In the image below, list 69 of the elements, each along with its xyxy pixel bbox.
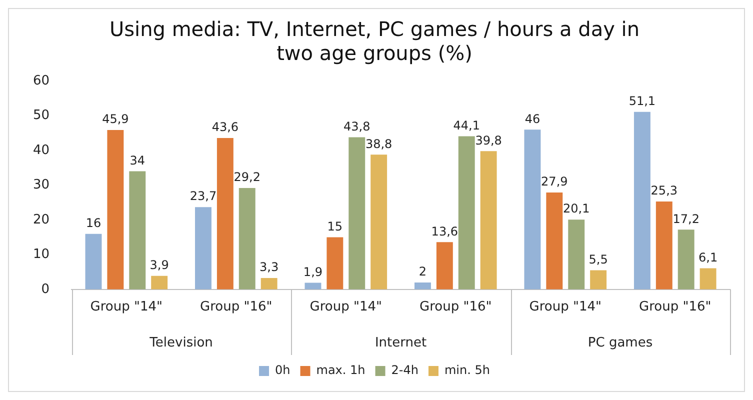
- data-label: 44,1: [453, 118, 480, 132]
- y-tick-label: 10: [32, 247, 50, 262]
- y-tick-label: 30: [32, 178, 50, 193]
- y-tick-label: 20: [32, 212, 50, 228]
- bar: [348, 137, 366, 290]
- data-label: 27,9: [541, 174, 568, 189]
- text: PC games: [588, 335, 653, 350]
- bar: [326, 237, 344, 290]
- bar: [216, 138, 234, 290]
- data-label: 34: [130, 153, 146, 168]
- bar: [151, 276, 168, 290]
- data-label: 3,9: [150, 258, 169, 272]
- bar: [678, 230, 694, 290]
- bar: [85, 234, 102, 290]
- data-label: 2: [418, 264, 427, 279]
- y-tick-label: 40: [32, 142, 50, 158]
- data-label: 46: [524, 112, 540, 126]
- data-label: 17,2: [672, 212, 700, 226]
- x-tick-label: Group "16": [420, 300, 492, 315]
- data-label: 29,2: [234, 170, 260, 184]
- data-label: 39,8: [475, 133, 502, 148]
- y-tick-label: 60: [32, 73, 50, 88]
- bar: [436, 242, 453, 290]
- text: Internet: [374, 335, 427, 350]
- data-label: 45,9: [102, 112, 129, 126]
- bar: [480, 151, 497, 290]
- bar: [129, 171, 146, 290]
- data-label: 3,3: [260, 260, 279, 274]
- data-label: 5,5: [588, 252, 608, 266]
- x-tick-label: Group "14": [90, 300, 163, 315]
- bar: [700, 268, 716, 290]
- bar: [634, 112, 650, 290]
- legend-label: 2-4h: [391, 363, 418, 378]
- bar: [524, 130, 541, 290]
- x-tick-label: Group "16": [639, 300, 712, 315]
- x-tick-label: Group "16": [200, 300, 272, 315]
- legend-label: max. 1h: [316, 363, 366, 378]
- bar: [260, 278, 278, 290]
- data-label: 43,6: [212, 120, 239, 134]
- data-label: 25,3: [650, 184, 678, 198]
- bar: [370, 154, 388, 290]
- y-tick-label: 50: [32, 108, 50, 124]
- bar: [568, 220, 585, 290]
- bar: [458, 136, 475, 290]
- legend-label: 0h: [275, 363, 290, 378]
- x-tick-label: Group "14": [310, 300, 382, 315]
- data-label: 43,8: [344, 119, 370, 134]
- data-label: 6,1: [698, 250, 718, 264]
- bar: [107, 130, 124, 290]
- data-label: 20,1: [563, 202, 590, 216]
- data-label: 51,1: [628, 94, 656, 108]
- bar: [590, 270, 607, 290]
- legend-label: min. 5h: [444, 363, 490, 378]
- data-label: 38,8: [365, 136, 392, 151]
- bar: [238, 188, 256, 290]
- bar: [195, 207, 212, 290]
- bar: [304, 282, 322, 290]
- chart-title: Using media: TV, Internet, PC games / hours a day in two age groups (%): [109, 17, 640, 66]
- data-label: 16: [86, 216, 102, 230]
- x-tick-label: Group "14": [529, 300, 602, 315]
- bar: [414, 282, 431, 290]
- bar: [546, 192, 563, 290]
- data-label: 1,9: [303, 264, 323, 279]
- data-label: 15: [327, 219, 343, 234]
- bar: [656, 202, 672, 290]
- y-tick-label: 0: [41, 282, 50, 297]
- data-label: 13,6: [431, 224, 458, 238]
- data-label: 23,7: [190, 189, 217, 204]
- text: Television: [148, 335, 213, 350]
